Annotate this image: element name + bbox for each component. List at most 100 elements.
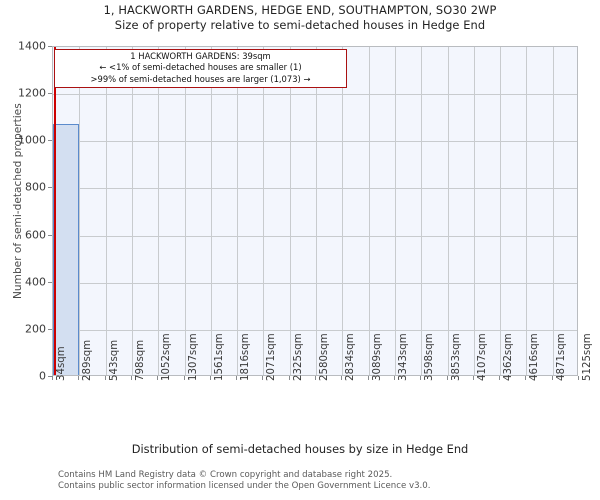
gridline-vertical (316, 47, 317, 375)
x-axis-tick-mark (315, 376, 316, 380)
x-axis-tick-label: 34sqm (56, 346, 67, 381)
x-axis-tick-mark (394, 376, 395, 380)
x-axis-tick-mark (131, 376, 132, 380)
x-axis-tick-label: 2580sqm (319, 333, 331, 381)
property-size-marker (53, 47, 56, 375)
x-axis-tick-mark (105, 376, 106, 380)
y-axis-tick-mark (48, 282, 52, 283)
gridline-horizontal (53, 283, 577, 284)
x-axis-tick-label: 289sqm (82, 339, 94, 381)
plot-area (52, 46, 578, 376)
gridline-vertical (158, 47, 159, 375)
y-axis-tick-mark (48, 329, 52, 330)
y-axis-tick-label: 200 (25, 322, 46, 336)
x-axis-tick-mark (499, 376, 500, 380)
x-axis-tick-label: 1561sqm (213, 333, 225, 381)
annotation-line-1: 1 HACKWORTH GARDENS: 39sqm (130, 51, 271, 61)
x-axis-tick-label: 2071sqm (266, 333, 278, 381)
gridline-vertical (342, 47, 343, 375)
x-axis-tick-label: 2325sqm (292, 333, 304, 381)
x-axis-tick-label: 4871sqm (555, 333, 567, 381)
x-axis-tick-label: 4107sqm (476, 333, 488, 381)
gridline-horizontal (53, 188, 577, 189)
x-axis-tick-label: 1052sqm (161, 333, 173, 381)
gridline-vertical (211, 47, 212, 375)
page-title: 1, HACKWORTH GARDENS, HEDGE END, SOUTHAM… (103, 3, 497, 17)
gridline-vertical (421, 47, 422, 375)
histogram-bar (53, 124, 80, 375)
gridline-horizontal (53, 330, 577, 331)
x-axis-label: Distribution of semi-detached houses by … (131, 442, 469, 456)
x-axis-tick-label: 3343sqm (397, 333, 409, 381)
x-axis-tick-label: 1307sqm (187, 333, 199, 381)
annotation-callout: 1 HACKWORTH GARDENS: 39sqm ← <1% of semi… (54, 49, 347, 88)
gridline-vertical (448, 47, 449, 375)
x-axis-tick-mark (447, 376, 448, 380)
x-axis-tick-mark (210, 376, 211, 380)
gridline-horizontal (53, 141, 577, 142)
y-axis-tick-label: 800 (25, 180, 46, 194)
y-axis-tick-mark (48, 46, 52, 47)
y-axis-tick-mark (48, 235, 52, 236)
gridline-horizontal (53, 236, 577, 237)
x-axis-tick-mark (52, 376, 53, 380)
footer-attribution: Contains HM Land Registry data © Crown c… (58, 470, 430, 491)
gridline-vertical (500, 47, 501, 375)
x-axis-tick-label: 3598sqm (424, 333, 436, 381)
gridline-vertical (106, 47, 107, 375)
y-axis-label: Number of semi-detached properties (12, 103, 24, 299)
x-axis-tick-label: 1816sqm (240, 333, 252, 381)
x-axis-tick-mark (420, 376, 421, 380)
x-axis-tick-mark (236, 376, 237, 380)
gridline-vertical (132, 47, 133, 375)
footer-line-1: Contains HM Land Registry data © Crown c… (58, 470, 393, 480)
footer-line-2: Contains public sector information licen… (58, 480, 431, 491)
gridline-vertical (474, 47, 475, 375)
x-axis-tick-label: 543sqm (108, 339, 120, 381)
y-axis-tick-label: 1000 (18, 133, 46, 147)
plot-inner (53, 47, 577, 375)
x-axis-tick-label: 3853sqm (450, 333, 462, 381)
y-axis-tick-mark (48, 376, 52, 377)
x-axis-tick-label: 4616sqm (529, 333, 541, 381)
x-axis-tick-mark (184, 376, 185, 380)
x-axis-tick-label: 4362sqm (503, 333, 515, 381)
annotation-line-2: ← <1% of semi-detached houses are smalle… (99, 62, 302, 73)
gridline-vertical (237, 47, 238, 375)
gridline-vertical (290, 47, 291, 375)
x-axis-tick-mark (341, 376, 342, 380)
x-axis-tick-mark (578, 376, 579, 380)
annotation-line-3: >99% of semi-detached houses are larger … (90, 73, 311, 84)
x-axis-tick-mark (157, 376, 158, 380)
x-axis-tick-mark (368, 376, 369, 380)
y-axis-tick-label: 400 (25, 275, 46, 289)
page-subtitle: Size of property relative to semi-detach… (114, 18, 486, 32)
gridline-vertical (395, 47, 396, 375)
x-axis-tick-label: 798sqm (134, 339, 146, 381)
x-axis-tick-mark (473, 376, 474, 380)
gridline-vertical (553, 47, 554, 375)
gridline-vertical (369, 47, 370, 375)
gridline-vertical (185, 47, 186, 375)
x-axis-tick-label: 2834sqm (345, 333, 357, 381)
y-axis-tick-label: 0 (39, 369, 46, 383)
x-axis-tick-mark (262, 376, 263, 380)
y-axis-tick-label: 600 (25, 228, 46, 242)
y-axis-tick-mark (48, 93, 52, 94)
y-axis-tick-label: 1400 (18, 39, 46, 53)
gridline-vertical (526, 47, 527, 375)
x-axis-tick-mark (525, 376, 526, 380)
x-axis-tick-mark (78, 376, 79, 380)
x-axis-tick-label: 5125sqm (582, 333, 593, 381)
gridline-vertical (79, 47, 80, 375)
x-axis-tick-mark (289, 376, 290, 380)
x-axis-tick-label: 3089sqm (371, 333, 383, 381)
gridline-horizontal (53, 94, 577, 95)
gridline-vertical (263, 47, 264, 375)
chart-title-block: 1, HACKWORTH GARDENS, HEDGE END, SOUTHAM… (0, 3, 600, 33)
x-axis-tick-mark (552, 376, 553, 380)
y-axis-tick-mark (48, 140, 52, 141)
y-axis-tick-mark (48, 187, 52, 188)
y-axis-tick-label: 1200 (18, 86, 46, 100)
